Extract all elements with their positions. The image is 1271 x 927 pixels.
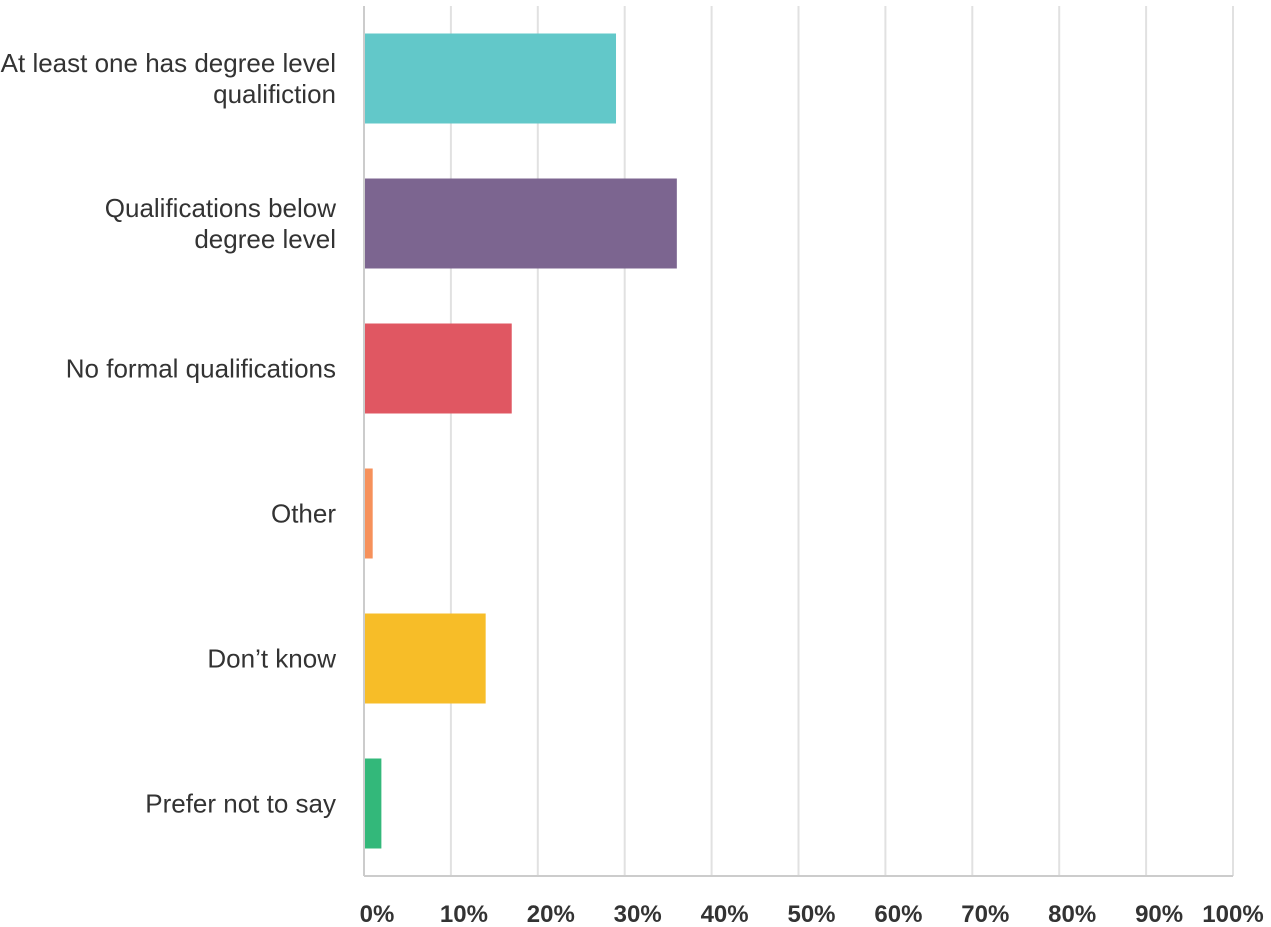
x-tick-label: 0% — [360, 901, 395, 927]
bar-1 — [364, 178, 677, 269]
bar-4 — [364, 613, 486, 704]
category-label-3: Other — [271, 499, 336, 529]
x-tick-label: 40% — [701, 901, 749, 927]
category-label-2: No formal qualifications — [66, 354, 336, 384]
x-tick-label: 60% — [874, 901, 922, 927]
bar-5 — [364, 758, 382, 849]
x-tick-label: 70% — [961, 901, 1009, 927]
x-tick-label: 20% — [527, 901, 575, 927]
x-tick-label: 90% — [1135, 901, 1183, 927]
category-label-1: degree level — [194, 224, 336, 254]
gridlines — [449, 6, 1234, 876]
x-tick-label: 100% — [1202, 901, 1263, 927]
category-label-0: At least one has degree level — [1, 48, 336, 78]
bar-0 — [364, 33, 617, 124]
bar-3 — [364, 468, 373, 559]
x-tick-label: 80% — [1048, 901, 1096, 927]
category-label-4: Don’t know — [207, 644, 336, 674]
x-tick-label: 50% — [787, 901, 835, 927]
axes — [363, 6, 1233, 877]
bar-2 — [364, 323, 512, 414]
x-tick-label: 30% — [614, 901, 662, 927]
category-label-0: qualifiction — [213, 79, 336, 109]
category-labels: At least one has degree levelqualifictio… — [1, 48, 337, 819]
category-label-5: Prefer not to say — [145, 789, 336, 819]
category-label-1: Qualifications below — [105, 193, 336, 223]
x-tick-labels: 0% 10% 20% 30% 40% 50% 60% 70% 80% 90% 100% — [360, 901, 1264, 927]
bars — [364, 33, 677, 849]
x-tick-label: 10% — [440, 901, 488, 927]
